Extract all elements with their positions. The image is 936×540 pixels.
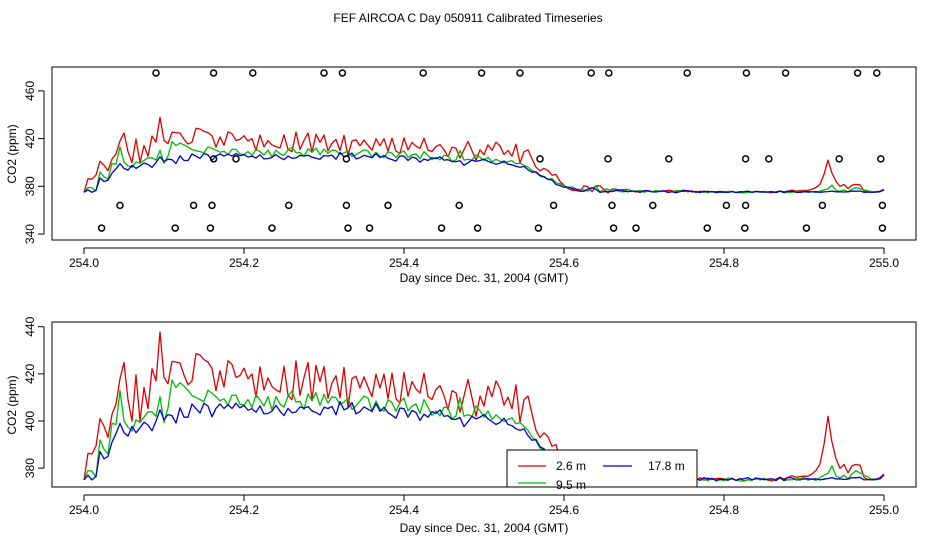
- legend-label-9.5m: 9.5 m: [556, 478, 586, 492]
- marker: [342, 155, 351, 163]
- plot-frame: [51, 321, 917, 488]
- figure-title: FEF AIRCOA C Day 050911 Calibrated Times…: [333, 11, 602, 25]
- x-tick-label: 255.0: [869, 256, 899, 270]
- marker: [208, 201, 216, 210]
- upper-chart: 254.0 254.2 254.4 254.6 254.8 255.0 340 380 420 4…: [5, 66, 917, 285]
- marker: [534, 224, 543, 232]
- marker: [781, 69, 790, 77]
- x-tick-label: 254.0: [69, 256, 99, 270]
- legend-label-2.6m: 2.6 m: [556, 459, 586, 473]
- marker: [320, 69, 328, 77]
- marker: [97, 224, 106, 232]
- marker: [209, 155, 218, 163]
- marker: [873, 69, 881, 77]
- y-axis-label: CO2 (ppm): [5, 375, 19, 434]
- y-tick-label: 380: [23, 458, 37, 478]
- x-tick-label: 255.0: [869, 503, 899, 517]
- marker: [703, 224, 711, 232]
- marker: [152, 69, 160, 77]
- x-tick-label: 254.4: [389, 503, 419, 517]
- marker: [665, 155, 673, 163]
- y-axis-label: CO2 (ppm): [5, 124, 19, 183]
- marker: [877, 155, 885, 163]
- marker: [477, 69, 486, 77]
- marker: [722, 201, 731, 210]
- series-line-17.8m: [83, 400, 885, 482]
- marker: [189, 201, 198, 210]
- marker: [605, 69, 613, 77]
- plot-frame: [51, 66, 917, 241]
- marker: [878, 224, 887, 232]
- marker: [171, 224, 179, 232]
- marker: [632, 224, 640, 232]
- marker: [818, 201, 827, 210]
- x-tick-label: 254.6: [549, 256, 579, 270]
- marker: [741, 155, 750, 163]
- legend-box: [506, 449, 698, 488]
- marker: [206, 224, 215, 232]
- marker: [536, 155, 544, 163]
- marker: [268, 224, 276, 232]
- marker: [249, 69, 257, 77]
- marker: [549, 201, 558, 210]
- marker: [878, 201, 887, 210]
- series-line-2.6m: [83, 331, 885, 482]
- series-line-9.5m: [83, 141, 885, 194]
- x-tick-label: 254.8: [709, 503, 739, 517]
- x-tick-label: 254.0: [69, 503, 99, 517]
- lower-chart: 254.0 254.2 254.4 254.6 254.8 255.0 380 400 420 4…: [5, 316, 917, 535]
- series-line-2.6m: [83, 116, 885, 194]
- y-tick-label: 460: [23, 81, 37, 101]
- marker: [835, 155, 843, 163]
- marker: [741, 201, 750, 210]
- marker: [516, 69, 524, 77]
- y-tick-label: 340: [23, 224, 37, 244]
- marker: [338, 69, 347, 77]
- y-tick-label: 400: [23, 411, 37, 431]
- x-tick-label: 254.6: [549, 503, 579, 517]
- marker: [604, 155, 612, 163]
- marker: [365, 224, 374, 232]
- marker: [342, 201, 351, 210]
- marker: [608, 201, 616, 210]
- marker: [853, 69, 862, 77]
- y-tick-label: 380: [23, 176, 37, 196]
- x-tick-label: 254.8: [709, 256, 739, 270]
- marker: [587, 69, 595, 77]
- x-axis-label: Day since Dec. 31, 2004 (GMT): [400, 271, 569, 285]
- x-axis-label: Day since Dec. 31, 2004 (GMT): [400, 521, 569, 535]
- marker: [384, 201, 392, 210]
- marker: [437, 224, 446, 232]
- marker: [419, 69, 427, 77]
- marker: [285, 201, 293, 210]
- y-tick-label: 440: [23, 316, 37, 336]
- y-tick-label: 420: [23, 364, 37, 384]
- marker: [742, 69, 751, 77]
- marker: [473, 224, 482, 232]
- marker: [344, 224, 352, 232]
- series-line-9.5m: [83, 379, 885, 482]
- marker: [232, 155, 240, 163]
- x-tick-label: 254.2: [229, 256, 259, 270]
- series-line-17.8m: [83, 151, 885, 194]
- marker: [116, 201, 124, 210]
- x-tick-label: 254.2: [229, 503, 259, 517]
- y-tick-label: 420: [23, 128, 37, 148]
- marker: [802, 224, 811, 232]
- marker: [683, 69, 691, 77]
- marker: [609, 224, 618, 232]
- legend-label-17.8m: 17.8 m: [648, 459, 685, 473]
- marker: [649, 201, 657, 210]
- marker: [765, 155, 773, 163]
- x-tick-label: 254.4: [389, 256, 419, 270]
- marker: [209, 69, 218, 77]
- legend: 2.6 m 9.5 m 17.8 m: [506, 449, 698, 492]
- marker: [455, 201, 463, 210]
- marker: [741, 224, 749, 232]
